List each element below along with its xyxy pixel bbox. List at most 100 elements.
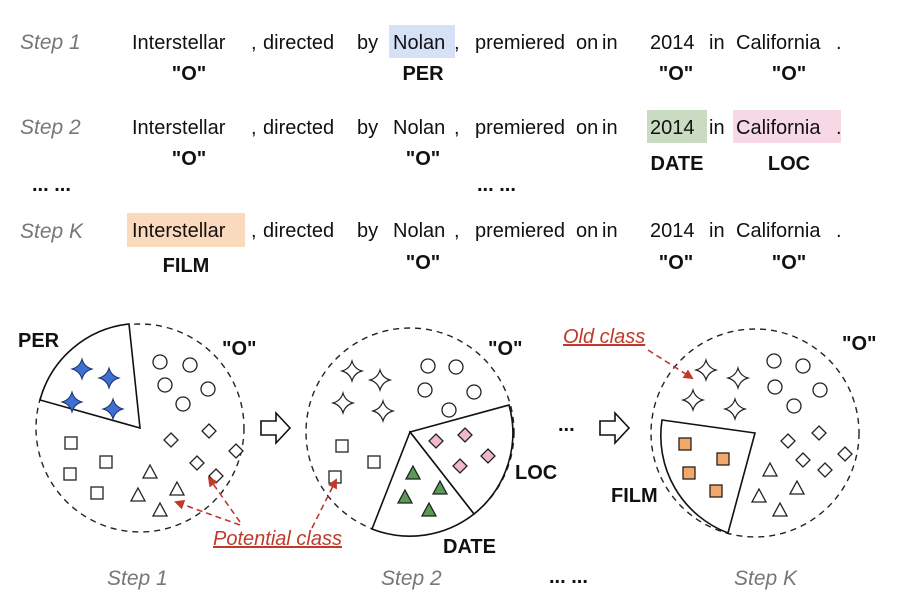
old-stars xyxy=(680,357,751,422)
square-icon xyxy=(64,436,78,450)
diamond-icon xyxy=(428,433,444,449)
rowk-token: Interstellar xyxy=(132,220,226,242)
row1-token: premiered xyxy=(475,32,565,54)
rowk-token: , xyxy=(454,220,460,242)
row2-token: 2014 xyxy=(650,117,695,139)
o-circles xyxy=(152,354,216,412)
row1-token: in xyxy=(602,32,618,54)
circle-icon xyxy=(766,353,782,369)
star-icon xyxy=(370,398,396,424)
rowk-sentence: Interstellar , directed by Nolan , premi… xyxy=(132,220,842,242)
row2-token: in xyxy=(602,117,618,139)
square-icon xyxy=(90,486,104,500)
highlight-per xyxy=(389,25,455,58)
highlight-film xyxy=(127,213,245,247)
circle-icon xyxy=(767,379,783,395)
row1-token: by xyxy=(357,32,378,54)
row1-label-o: "O" xyxy=(659,63,694,85)
star-icon xyxy=(680,387,706,413)
rowk-token: premiered xyxy=(475,220,565,242)
rowk-label-o: "O" xyxy=(772,252,807,274)
star-icon xyxy=(693,357,719,383)
star-icon xyxy=(367,367,393,393)
circle-icon xyxy=(795,358,811,374)
step-arrow-icon xyxy=(599,410,631,446)
row2-label-date: DATE xyxy=(651,153,704,175)
o-squares xyxy=(63,436,113,500)
bottom-step-label-2: Step 2 xyxy=(381,567,442,590)
row2-token: on xyxy=(576,117,598,139)
rowk-label-o: "O" xyxy=(659,252,694,274)
diamond-icon xyxy=(163,432,179,448)
triangle-icon xyxy=(151,501,169,517)
row2-token: Interstellar xyxy=(132,117,226,139)
row1-token: , xyxy=(454,32,460,54)
row1-token: . xyxy=(836,32,842,54)
circle-icon xyxy=(441,402,457,418)
star-icon xyxy=(101,397,125,421)
circle-icon xyxy=(175,396,191,412)
row2-label-o: "O" xyxy=(172,148,207,170)
old-stars xyxy=(330,358,396,424)
o-class-label: "O" xyxy=(222,338,257,360)
triangle-icon xyxy=(168,480,186,496)
highlight-date xyxy=(647,110,707,143)
row1-token: in xyxy=(709,32,725,54)
diamond-icon xyxy=(811,425,827,441)
per-stars xyxy=(60,357,125,421)
o-circles xyxy=(417,358,482,418)
circle-icon xyxy=(157,377,173,393)
rowk-token: in xyxy=(602,220,618,242)
row1-label-o: "O" xyxy=(772,63,807,85)
o-diamonds xyxy=(780,425,853,478)
row2-token: in xyxy=(709,117,725,139)
date-class-label: DATE xyxy=(443,536,496,558)
date-triangles xyxy=(396,464,449,517)
o-triangles xyxy=(750,461,806,517)
star-icon xyxy=(339,358,365,384)
diamond-icon xyxy=(228,443,244,459)
diamond-icon xyxy=(837,446,853,462)
circle-icon xyxy=(420,358,436,374)
rowk-token: in xyxy=(709,220,725,242)
row2-token: , xyxy=(251,117,257,139)
row2-token: . xyxy=(836,117,842,139)
circle-icon xyxy=(152,354,168,370)
highlight-loc xyxy=(733,110,841,143)
step-arrow-icon xyxy=(260,410,292,446)
o-class-label: "O" xyxy=(842,333,877,355)
old-class-annotation: Old class xyxy=(563,326,645,348)
circle-icon xyxy=(448,359,464,375)
rowk-token: on xyxy=(576,220,598,242)
diamond-icon xyxy=(795,452,811,468)
class-space-boundary xyxy=(305,327,515,537)
square-icon xyxy=(99,455,113,469)
class-space-step-2: "O" LOC DATE xyxy=(305,327,557,558)
triangle-icon xyxy=(141,463,159,479)
diamond-icon xyxy=(201,423,217,439)
potential-class-annotation: Potential class xyxy=(213,528,342,550)
class-space-step-k: "O" FILM xyxy=(611,328,877,538)
class-space-boundary xyxy=(650,328,860,538)
row1-label-per: PER xyxy=(402,63,444,85)
circle-icon xyxy=(786,398,802,414)
circle-ellipsis: ... xyxy=(558,414,575,436)
diamond-icon xyxy=(780,433,796,449)
row2-token: premiered xyxy=(475,117,565,139)
row2-token: by xyxy=(357,117,378,139)
date-sector xyxy=(370,430,476,537)
circle-icon xyxy=(812,382,828,398)
square-icon xyxy=(682,466,696,480)
row1-token: directed xyxy=(263,32,334,54)
square-icon xyxy=(709,484,723,498)
circle-icon xyxy=(466,384,482,400)
circle-icon xyxy=(182,357,198,373)
triangle-icon xyxy=(404,464,422,480)
square-icon xyxy=(678,437,692,451)
diamond-icon xyxy=(452,458,468,474)
square-icon xyxy=(335,439,349,453)
row2-token: , xyxy=(454,117,460,139)
rowk-step-label: Step K xyxy=(20,220,84,243)
row2-token: California xyxy=(736,117,821,139)
